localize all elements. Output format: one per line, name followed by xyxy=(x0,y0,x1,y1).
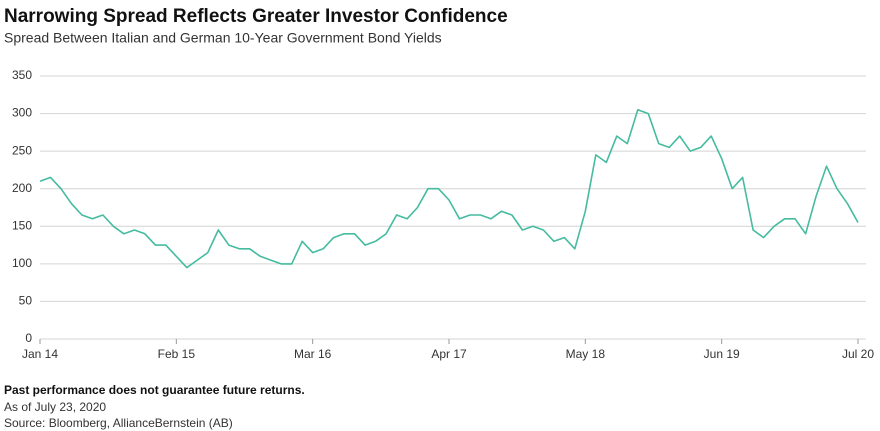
y-tick-label: 300 xyxy=(12,106,32,120)
y-tick-label: 0 xyxy=(25,331,32,345)
chart-title: Narrowing Spread Reflects Greater Invest… xyxy=(4,6,508,27)
x-tick-label: Jan 14 xyxy=(22,347,58,361)
x-tick-label: May 18 xyxy=(566,347,606,361)
y-tick-label: 50 xyxy=(19,294,33,308)
x-tick-label: Feb 15 xyxy=(158,347,196,361)
x-tick-label: Jul 20 xyxy=(842,347,874,361)
source: Source: Bloomberg, AllianceBernstein (AB… xyxy=(4,416,233,430)
x-tick-label: Apr 17 xyxy=(431,347,467,361)
y-tick-label: 350 xyxy=(12,68,32,82)
y-tick-label: 200 xyxy=(12,181,32,195)
y-tick-label: 100 xyxy=(12,256,32,270)
y-tick-label: 150 xyxy=(12,218,32,232)
x-tick-label: Jun 19 xyxy=(704,347,740,361)
y-tick-label: 250 xyxy=(12,143,32,157)
disclaimer: Past performance does not guarantee futu… xyxy=(4,383,305,397)
chart-subtitle: Spread Between Italian and German 10-Yea… xyxy=(4,30,442,46)
as-of-date: As of July 23, 2020 xyxy=(4,400,106,414)
x-tick-label: Mar 16 xyxy=(294,347,332,361)
data-line xyxy=(39,109,859,269)
